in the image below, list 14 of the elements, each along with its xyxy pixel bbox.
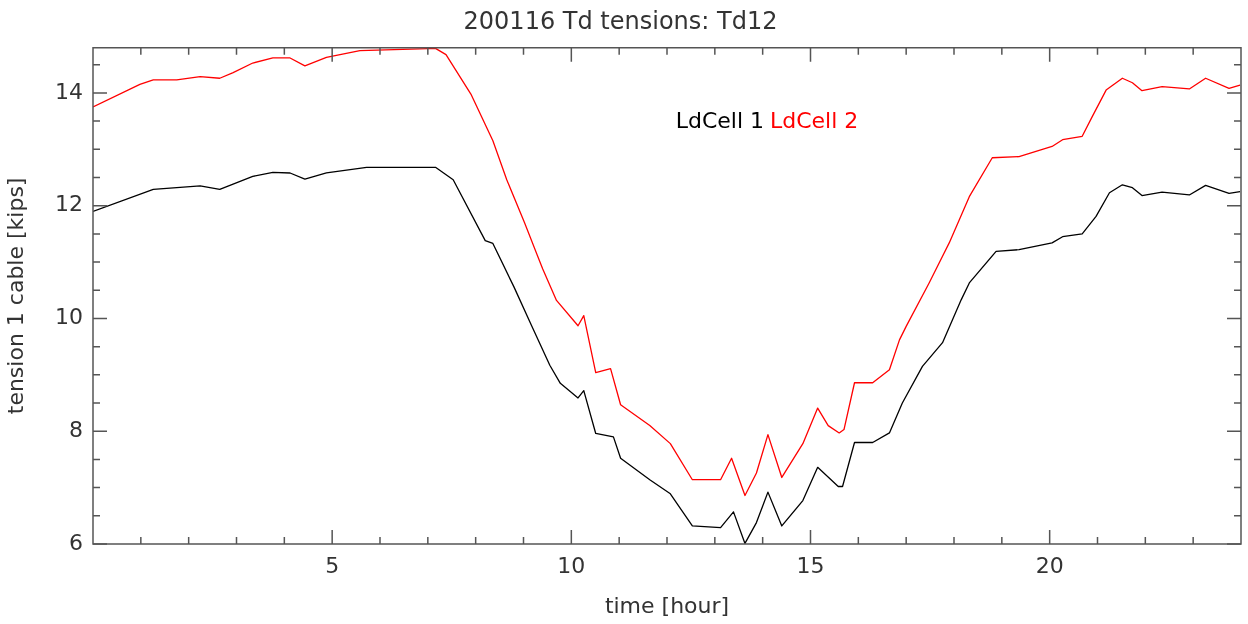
x-tick-label: 15 [796,552,825,578]
y-tick-label: 10 [55,304,83,330]
x-tick-label: 20 [1035,552,1064,578]
x-tick-label: 5 [325,552,340,578]
chart-title: 200116 Td tensions: Td12 [463,6,778,35]
y-tick-label: 8 [69,416,83,442]
text: LdCell 2 [770,107,859,133]
y-tick-label: 14 [55,78,83,104]
text: LdCell 1 [675,107,765,133]
y-tick-label: 12 [55,191,83,217]
x-axis-title: time [hour] [604,592,730,618]
y-axis-title: tension 1 cable [kips] [2,177,28,415]
y-tick-label: 6 [69,529,83,555]
x-tick-label: 10 [557,552,586,578]
